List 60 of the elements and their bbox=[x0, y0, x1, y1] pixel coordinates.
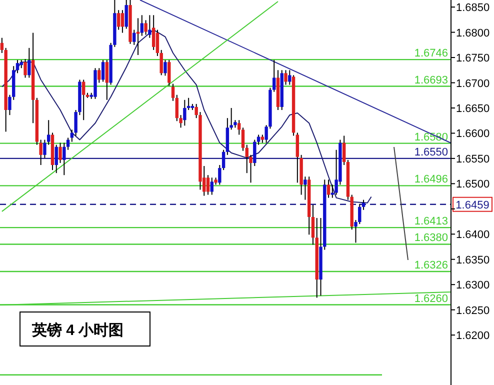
ref-line-label: 1.6260 bbox=[414, 292, 448, 305]
candlestick bbox=[132, 29, 136, 46]
candlestick bbox=[183, 99, 186, 126]
candlestick bbox=[101, 60, 105, 82]
candlestick bbox=[245, 144, 248, 174]
candlestick bbox=[116, 10, 120, 30]
y-tick-label: 1.6600 bbox=[456, 128, 490, 140]
y-tick-label: 1.6850 bbox=[456, 2, 490, 14]
y-tick-label: 1.6500 bbox=[456, 178, 490, 191]
y-tick-label: 1.6250 bbox=[456, 304, 490, 317]
candlestick bbox=[206, 174, 210, 196]
ref-line-label: 1.6459 bbox=[456, 199, 490, 212]
y-tick-label: 1.6650 bbox=[456, 102, 490, 115]
candlestick bbox=[342, 135, 346, 166]
candlestick bbox=[362, 199, 366, 210]
candlestick bbox=[304, 176, 307, 200]
candlestick bbox=[54, 144, 58, 174]
ref-line-label: 1.6326 bbox=[414, 259, 448, 272]
candlestick bbox=[241, 127, 245, 152]
candlestick bbox=[296, 132, 300, 184]
candlestick bbox=[136, 18, 140, 56]
candlestick bbox=[284, 70, 288, 86]
candlestick bbox=[58, 142, 62, 164]
candlestick bbox=[238, 120, 241, 136]
candlestick bbox=[326, 179, 330, 198]
y-tick-label: 1.6200 bbox=[456, 330, 490, 342]
candlestick bbox=[16, 60, 20, 74]
candlestick bbox=[82, 79, 86, 121]
ref-line-label: 1.6746 bbox=[414, 48, 448, 60]
candlestick bbox=[124, 0, 128, 30]
candlestick bbox=[120, 10, 124, 34]
y-tick-label: 1.6350 bbox=[456, 254, 490, 266]
y-tick-label: 1.6700 bbox=[456, 78, 490, 90]
y-tick-label: 1.6800 bbox=[456, 27, 490, 40]
y-tick-label: 1.6750 bbox=[456, 52, 490, 65]
candlestick bbox=[98, 68, 101, 84]
y-tick-label: 1.6550 bbox=[456, 153, 490, 166]
y-tick-label: 1.6300 bbox=[456, 280, 490, 292]
ref-line-label: 1.6693 bbox=[414, 74, 448, 86]
candlestick bbox=[28, 47, 31, 78]
candlestick bbox=[148, 14, 152, 38]
candlestick bbox=[210, 177, 214, 196]
y-tick-label: 1.6400 bbox=[456, 229, 490, 242]
candlestick bbox=[358, 203, 362, 225]
candlestick bbox=[171, 83, 175, 102]
ref-line-label: 1.6550 bbox=[414, 146, 448, 158]
ref-line-label: 1.6380 bbox=[414, 232, 448, 244]
candlestick bbox=[105, 60, 109, 100]
candlestick bbox=[311, 204, 315, 246]
candlestick bbox=[24, 58, 27, 78]
candlestick bbox=[62, 142, 66, 176]
candlestick bbox=[175, 94, 178, 122]
line-series bbox=[1, 29, 372, 204]
candlestick bbox=[140, 14, 144, 36]
candlestick bbox=[152, 14, 156, 50]
text: 英镑 4 小时图 bbox=[31, 322, 124, 339]
candlestick bbox=[164, 60, 167, 76]
candlestick bbox=[168, 60, 171, 86]
ref-line-label: 1.6496 bbox=[414, 174, 448, 186]
ref-line-label: 1.6413 bbox=[414, 216, 448, 228]
